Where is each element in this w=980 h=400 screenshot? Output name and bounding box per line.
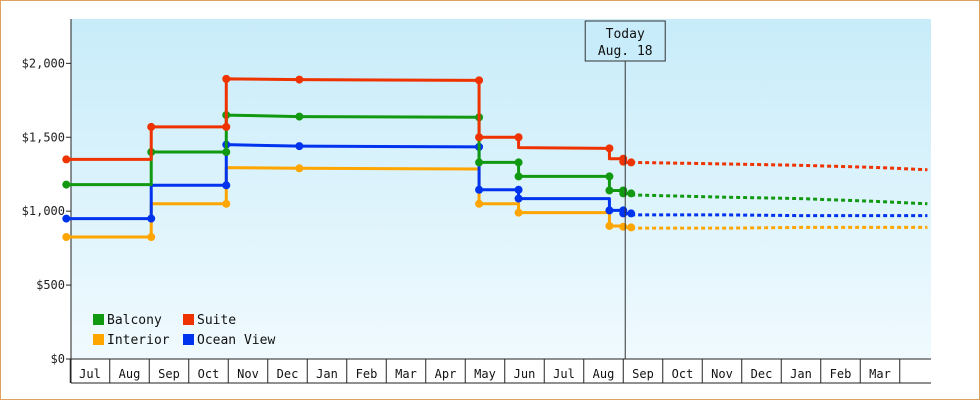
series-ocean-view [62,140,928,223]
forecast-line [631,193,928,206]
data-point [514,208,523,217]
legend-label: Ocean View [197,333,275,348]
forecast-line [631,160,928,172]
month-label: Apr [435,367,457,381]
data-point [627,223,636,232]
y-tick-label: $500 [36,278,65,292]
month-label: Sep [158,367,180,381]
month-label: Mar [869,367,891,381]
data-point [605,206,614,215]
legend-label: Balcony [107,313,162,328]
data-point [475,133,484,142]
month-label: Nov [711,367,733,381]
month-label: Mar [395,367,417,381]
month-label: Aug [593,367,615,381]
legend-swatch [183,314,194,325]
month-label: Dec [277,367,299,381]
data-point [222,181,231,190]
data-point [627,158,636,167]
data-point [222,199,231,208]
y-tick-label: $2,000 [22,56,65,70]
data-point [147,233,156,242]
series-balcony [62,111,928,206]
month-label: Jul [79,367,101,381]
data-point [62,233,71,242]
data-point [514,133,523,142]
today-label: Today [606,27,645,42]
month-label: Feb [356,367,378,381]
legend-swatch [93,334,104,345]
month-label: Jul [553,367,575,381]
data-point [619,157,628,166]
data-point [62,180,71,189]
month-label: Sep [632,367,654,381]
forecast-line [631,225,928,230]
month-label: Feb [830,367,852,381]
data-point [619,222,628,231]
data-point [295,112,304,121]
month-label: Aug [119,367,141,381]
data-point [62,214,71,223]
data-point [475,158,484,167]
data-point [514,194,523,203]
legend-item: Suite [183,313,236,328]
data-point [627,189,636,198]
month-label: Oct [198,367,220,381]
data-point [222,122,231,131]
data-point [605,144,614,153]
data-point [222,148,231,157]
legend-swatch [93,314,104,325]
legend-swatch [183,334,194,345]
legend-item: Interior [93,333,170,348]
data-point [147,122,156,131]
legend-item: Balcony [93,313,162,328]
data-point [605,186,614,195]
month-label: May [474,367,496,381]
data-point [222,74,231,83]
forecast-line [631,213,928,218]
data-point [295,75,304,84]
data-point [147,214,156,223]
y-tick-label: $1,000 [22,204,65,218]
data-point [619,189,628,198]
legend-label: Interior [107,333,170,348]
data-point [475,199,484,208]
data-point [514,158,523,167]
series-interior [62,164,928,242]
legend-label: Suite [197,313,236,328]
month-label: Dec [751,367,773,381]
data-point [627,209,636,218]
y-tick-label: $1,500 [22,130,65,144]
data-point [295,164,304,173]
data-point [475,76,484,85]
data-point [62,155,71,164]
data-point [605,221,614,230]
today-box [584,20,666,62]
data-point [295,142,304,151]
legend-item: Ocean View [183,333,275,348]
month-label: Jan [316,367,338,381]
month-label: Jun [514,367,536,381]
data-point [475,185,484,194]
data-point [605,172,614,181]
data-point [514,172,523,181]
month-label: Jan [790,367,812,381]
y-tick-label: $0 [51,352,65,366]
series-suite [62,74,928,172]
today-date: Aug. 18 [598,44,653,59]
month-label: Oct [672,367,694,381]
data-point [514,185,523,194]
data-point [619,209,628,218]
month-label: Nov [237,367,259,381]
